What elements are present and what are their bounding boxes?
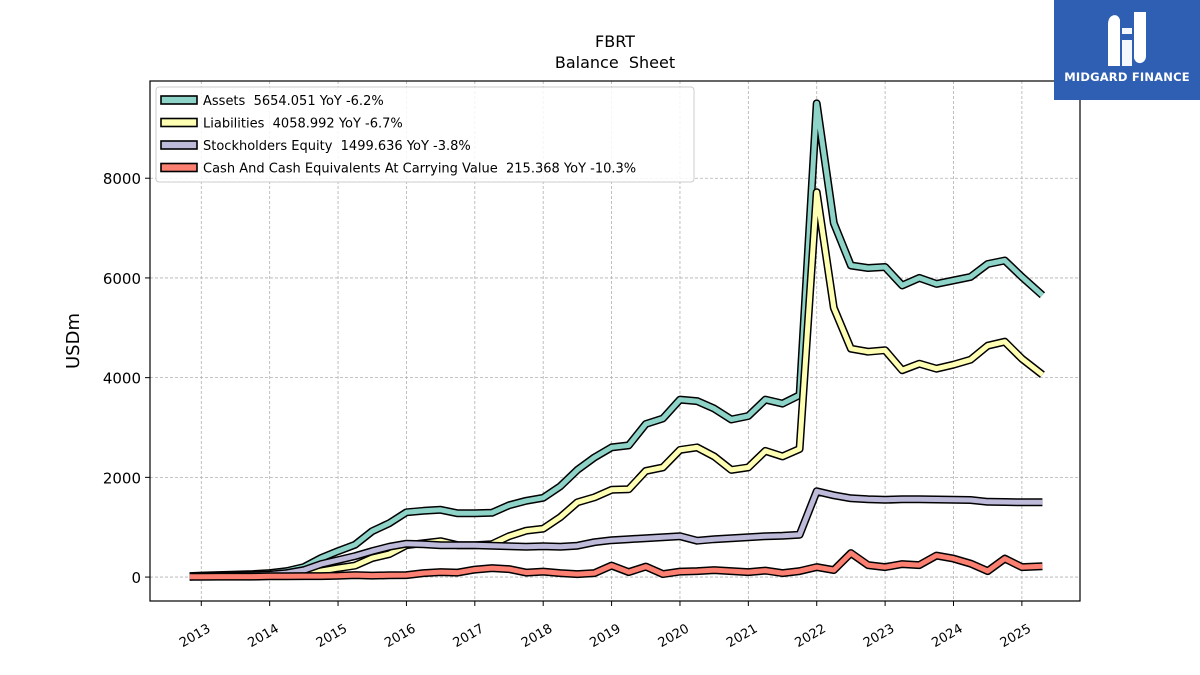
series-line-0 xyxy=(189,100,1045,579)
plot-frame xyxy=(149,80,1081,602)
legend-box xyxy=(155,86,695,183)
series-line-2 xyxy=(189,488,1043,580)
chart-title: FBRT xyxy=(595,32,635,51)
y-tick-label: 0 xyxy=(131,569,141,587)
chart-subtitle: Balance Sheet xyxy=(555,53,675,72)
legend-label-2: Stockholders Equity 1499.636 YoY -3.8% xyxy=(203,139,471,154)
legend-swatch-2 xyxy=(160,140,198,150)
y-axis-label: USDm xyxy=(63,313,84,369)
y-tick-label: 6000 xyxy=(103,270,141,288)
series-layer xyxy=(189,99,1046,581)
brand-logo: MIDGARD FINANCE xyxy=(1054,0,1200,100)
y-tick-label: 8000 xyxy=(103,170,141,188)
logo-mark-icon xyxy=(1108,12,1146,67)
series-line-3 xyxy=(189,550,1043,580)
legend-label-1: Liabilities 4058.992 YoY -6.7% xyxy=(203,117,403,132)
legend-swatch-1 xyxy=(160,117,198,128)
legend-swatch-3 xyxy=(160,162,198,173)
legend-label-0: Assets 5654.051 YoY -6.2% xyxy=(203,94,384,109)
y-tick-label: 2000 xyxy=(103,469,141,487)
y-tick-label: 4000 xyxy=(103,370,141,388)
legend-swatch-0 xyxy=(160,95,198,105)
legend: Assets 5654.051 YoY -6.2% Liabilities 405… xyxy=(155,86,695,183)
series-line-1 xyxy=(189,189,1044,580)
legend-label-3: Cash And Cash Equivalents At Carrying Va… xyxy=(203,162,636,177)
brand-name: MIDGARD FINANCE xyxy=(1064,70,1190,84)
